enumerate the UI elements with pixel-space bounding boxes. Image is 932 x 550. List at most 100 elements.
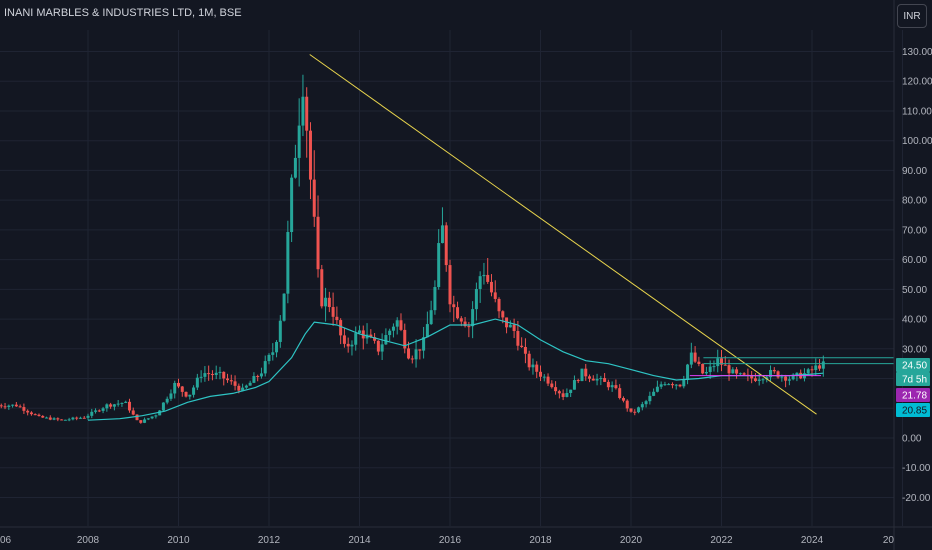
candle-body: [508, 324, 512, 328]
candle-body: [550, 383, 554, 388]
candle-body: [165, 398, 169, 403]
candle-body: [290, 177, 294, 233]
candle-body: [425, 324, 429, 338]
candle-body: [572, 380, 576, 390]
candle-body: [82, 417, 86, 419]
candle-body: [94, 410, 98, 412]
candle-body: [554, 387, 558, 392]
candle-body: [776, 371, 780, 378]
candle-body: [565, 392, 569, 397]
candle-body: [795, 372, 799, 375]
y-tick-label: 70.00: [902, 225, 927, 236]
candle-body: [486, 274, 490, 282]
candle-body: [41, 415, 45, 418]
candle-body: [395, 320, 399, 327]
candle-body: [143, 419, 147, 423]
candle-body: [161, 402, 165, 411]
candle-body: [358, 330, 361, 334]
candle-body: [244, 385, 248, 388]
candle-body: [131, 410, 135, 415]
candle-body: [440, 225, 444, 244]
candle-body: [22, 407, 26, 411]
candle-body: [199, 376, 203, 378]
candle-body: [750, 375, 754, 379]
candle-body: [640, 404, 644, 408]
candle-body: [493, 292, 497, 299]
candle-body: [667, 384, 671, 386]
candle-body: [535, 364, 539, 372]
candle-body: [670, 384, 674, 386]
price-badges: 24.50 7d 5h 21.78 20.85: [896, 358, 930, 417]
candle-body: [316, 216, 320, 270]
candle-body: [105, 404, 109, 409]
candle-body: [135, 414, 139, 421]
candle-body: [512, 324, 516, 332]
candle-body: [674, 384, 678, 386]
y-tick-label: 90.00: [902, 166, 927, 177]
currency-button[interactable]: INR: [897, 4, 927, 28]
candle-body: [324, 297, 328, 307]
x-tick-label: 20: [883, 535, 895, 546]
candle-body: [697, 361, 701, 365]
candle-body: [731, 369, 735, 374]
candle-body: [418, 349, 422, 351]
candle-body: [154, 415, 158, 417]
candle-body: [682, 380, 686, 387]
candle-body: [180, 386, 184, 392]
candle-body: [195, 377, 199, 388]
candle-body: [708, 366, 712, 373]
candle-body: [629, 408, 633, 412]
x-tick-label: 2022: [710, 535, 733, 546]
candle-body: [11, 404, 15, 406]
candle-body: [67, 419, 71, 421]
x-tick-label: 2018: [529, 535, 552, 546]
candle-body: [599, 378, 603, 380]
candle-body: [701, 364, 705, 374]
candle-body: [448, 265, 452, 305]
candle-body: [391, 326, 395, 331]
candle-body: [780, 376, 784, 378]
x-tick-label: 2020: [620, 535, 643, 546]
x-tick-label: 2012: [258, 535, 281, 546]
candle-body: [542, 376, 546, 378]
candle-body: [101, 408, 105, 411]
candle-body: [527, 353, 531, 368]
candle-body: [429, 310, 433, 325]
candle-body: [218, 371, 222, 373]
candle-body: [45, 417, 49, 419]
candle-body: [14, 404, 18, 407]
candle-body: [203, 373, 207, 377]
candle-body: [210, 374, 214, 376]
candle-body: [207, 373, 211, 375]
candle-body: [784, 376, 788, 381]
candle-body: [275, 341, 279, 353]
candle-body: [177, 382, 180, 387]
candle-body: [821, 361, 825, 369]
candle-body: [146, 418, 150, 420]
candle-body: [376, 340, 380, 352]
candle-body: [320, 269, 324, 307]
candle-body: [335, 316, 339, 321]
x-tick-label: 2008: [77, 535, 100, 546]
candle-body: [369, 334, 373, 338]
x-tick-label: 2010: [167, 535, 190, 546]
candle-body: [489, 281, 493, 293]
candle-body: [56, 418, 60, 420]
candle-body: [603, 378, 607, 382]
candle-body: [78, 417, 82, 419]
candle-body: [120, 402, 124, 404]
candle-body: [346, 343, 350, 347]
candle-body: [580, 368, 584, 382]
candle-body: [735, 369, 739, 374]
candle-body: [63, 419, 67, 421]
candles: [0, 74, 825, 424]
candle-body: [765, 377, 769, 380]
candle-body: [342, 335, 346, 344]
candle-body: [591, 378, 595, 381]
candle-body: [150, 416, 154, 419]
candle-body: [644, 401, 648, 405]
candle-body: [569, 389, 573, 393]
